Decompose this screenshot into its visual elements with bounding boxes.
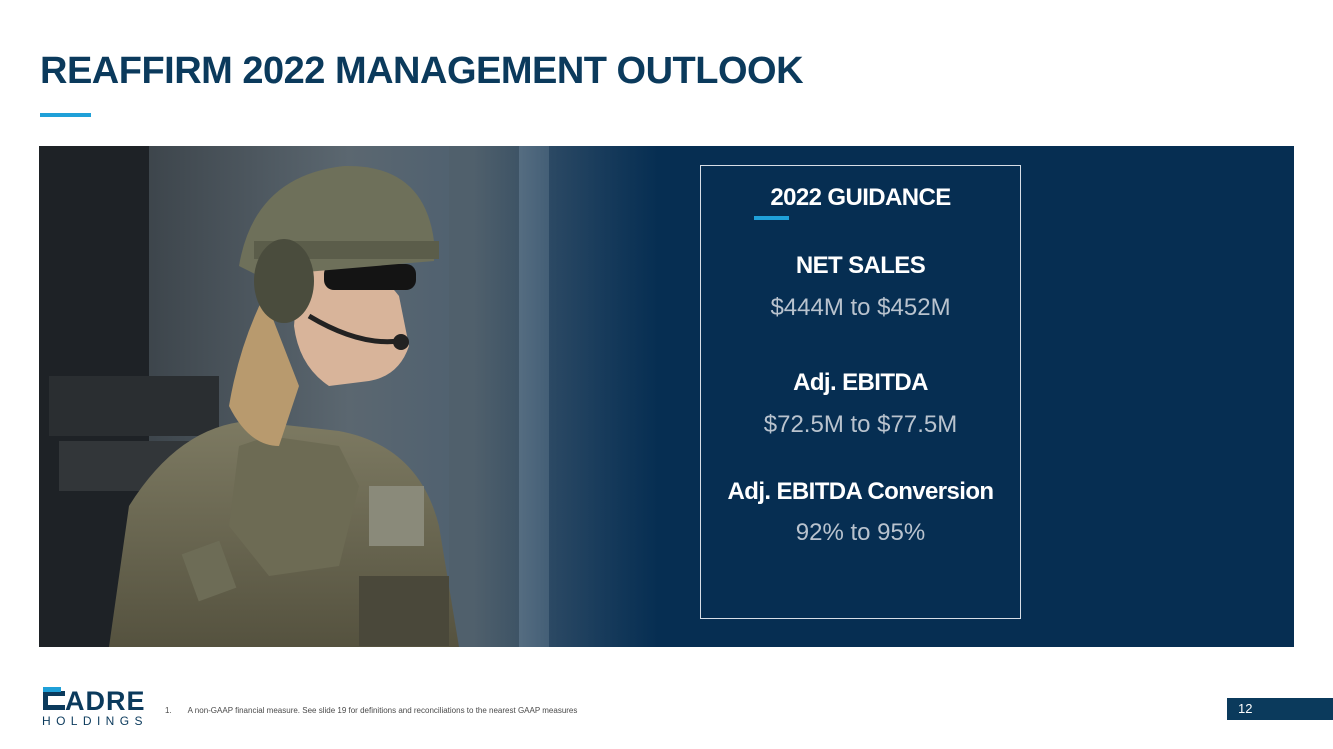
footnote-text: A non-GAAP financial measure. See slide … <box>187 706 578 715</box>
page-number-badge: 12 <box>1227 698 1333 720</box>
logo-wordmark: ADRE <box>65 686 146 716</box>
adj-ebitda-value: $72.5M to $77.5M <box>763 411 958 438</box>
logo-subtitle: HOLDINGS <box>42 714 148 728</box>
adj-ebitda-conversion-value: 92% to 95% <box>795 519 926 546</box>
slide-title: REAFFIRM 2022 MANAGEMENT OUTLOOK <box>40 50 804 92</box>
guidance-box: 2022 GUIDANCE NET SALES $444M to $452M A… <box>700 165 1021 619</box>
guidance-accent-rule <box>754 216 789 220</box>
guidance-heading: 2022 GUIDANCE <box>770 184 951 211</box>
cadre-holdings-logo: ADRE HOLDINGS <box>40 686 148 730</box>
logo-c-glyph <box>43 691 65 710</box>
adj-ebitda-conversion-label: Adj. EBITDA Conversion <box>727 478 995 505</box>
hero-banner <box>39 146 1294 647</box>
adj-ebitda-label: Adj. EBITDA <box>793 369 928 396</box>
footnote: 1. A non-GAAP financial measure. See slid… <box>165 706 577 715</box>
logo-accent-mark <box>43 687 61 692</box>
net-sales-value: $444M to $452M <box>770 294 951 321</box>
page-number: 12 <box>1238 701 1253 716</box>
title-accent-rule <box>40 113 91 117</box>
footnote-number: 1. <box>165 706 172 715</box>
net-sales-label: NET SALES <box>795 252 926 279</box>
soldier-photo <box>39 146 659 647</box>
